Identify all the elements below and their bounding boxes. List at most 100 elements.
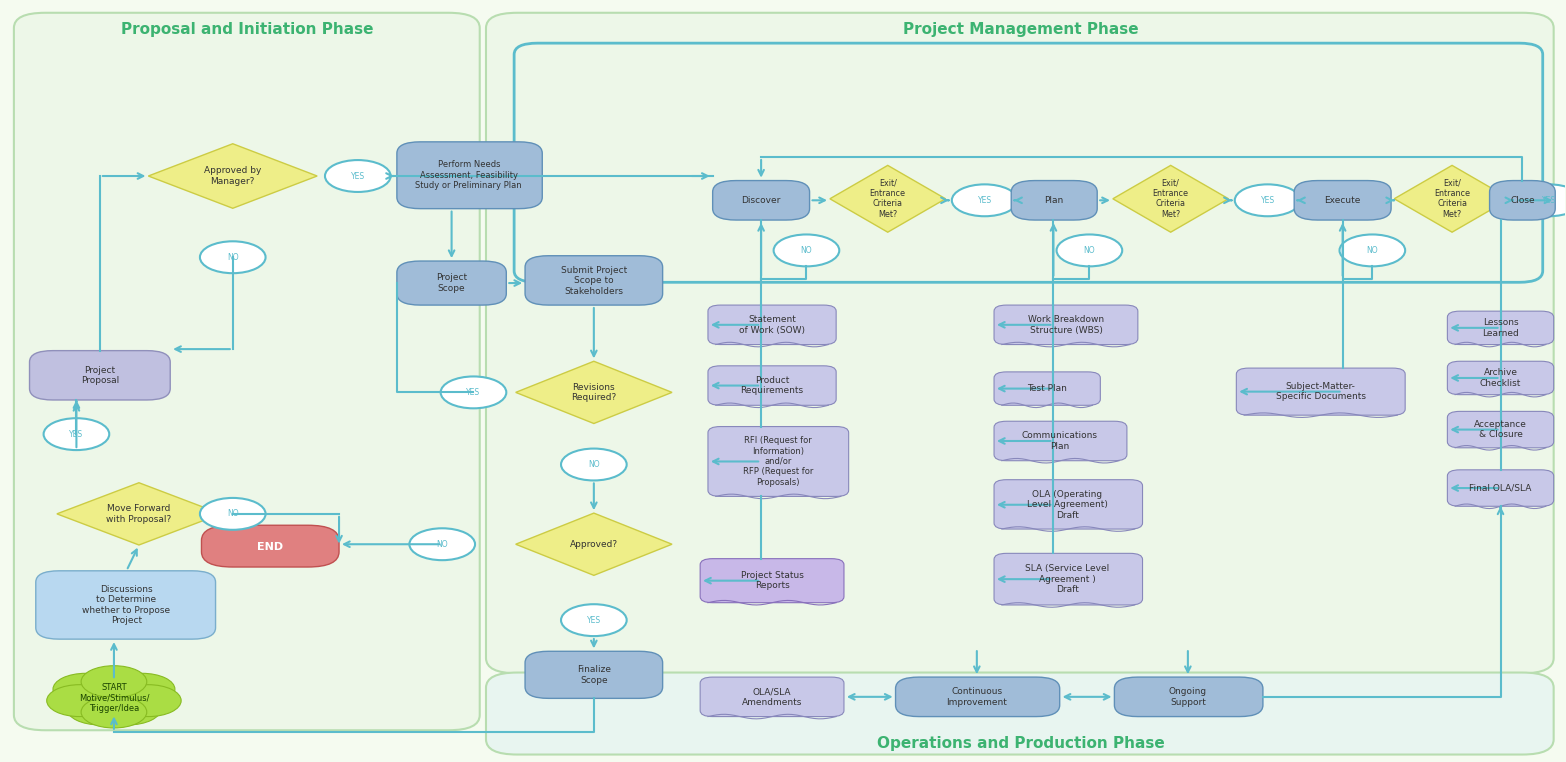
Text: Perform Needs
Assessment, Feasibility
Study or Preliminary Plan: Perform Needs Assessment, Feasibility St…: [415, 160, 521, 190]
FancyBboxPatch shape: [485, 673, 1553, 754]
FancyBboxPatch shape: [1294, 181, 1391, 220]
FancyBboxPatch shape: [708, 427, 849, 496]
FancyBboxPatch shape: [202, 525, 340, 567]
Text: YES: YES: [467, 388, 481, 397]
Circle shape: [326, 160, 390, 192]
Text: Statement
of Work (SOW): Statement of Work (SOW): [739, 315, 805, 335]
Text: Product
Requirements: Product Requirements: [741, 376, 803, 395]
Polygon shape: [149, 144, 318, 208]
Text: Final OLA/SLA: Final OLA/SLA: [1469, 484, 1532, 492]
FancyBboxPatch shape: [485, 13, 1553, 674]
Text: Move Forward
with Proposal?: Move Forward with Proposal?: [106, 504, 172, 523]
Text: Execute: Execute: [1325, 196, 1361, 205]
FancyBboxPatch shape: [700, 559, 844, 603]
Text: START
Motive/Stimulus/
Trigger/Idea: START Motive/Stimulus/ Trigger/Idea: [78, 684, 149, 713]
Text: Discussions
to Determine
whether to Propose
Project: Discussions to Determine whether to Prop…: [83, 585, 171, 625]
Text: Archive
Checklist: Archive Checklist: [1480, 368, 1521, 388]
Text: Plan: Plan: [1045, 196, 1063, 205]
Polygon shape: [1394, 165, 1510, 232]
FancyBboxPatch shape: [713, 181, 810, 220]
Text: YES: YES: [351, 171, 365, 181]
FancyBboxPatch shape: [396, 261, 506, 305]
Circle shape: [44, 418, 110, 450]
Circle shape: [1339, 235, 1405, 267]
FancyBboxPatch shape: [896, 677, 1060, 716]
FancyBboxPatch shape: [396, 142, 542, 209]
Circle shape: [561, 449, 626, 481]
Circle shape: [1516, 184, 1566, 216]
Text: Continuous
Improvement: Continuous Improvement: [946, 687, 1007, 706]
Text: YES: YES: [69, 430, 83, 439]
FancyBboxPatch shape: [30, 351, 171, 400]
Text: Acceptance
& Closure: Acceptance & Closure: [1474, 420, 1527, 439]
Text: END: END: [257, 542, 283, 552]
Circle shape: [1057, 235, 1123, 267]
Text: OLA/SLA
Amendments: OLA/SLA Amendments: [742, 687, 802, 706]
FancyBboxPatch shape: [1447, 361, 1553, 395]
Circle shape: [952, 184, 1018, 216]
Polygon shape: [56, 483, 221, 545]
FancyBboxPatch shape: [1489, 181, 1555, 220]
Circle shape: [96, 693, 161, 725]
Text: Exit/
Entrance
Criteria
Met?: Exit/ Entrance Criteria Met?: [1434, 178, 1470, 219]
FancyBboxPatch shape: [1447, 311, 1553, 344]
Circle shape: [81, 666, 147, 697]
Text: Project Status
Reports: Project Status Reports: [741, 571, 803, 591]
Text: Lessons
Learned: Lessons Learned: [1481, 319, 1519, 338]
Text: Close: Close: [1510, 196, 1535, 205]
FancyBboxPatch shape: [525, 256, 662, 305]
Polygon shape: [830, 165, 946, 232]
Text: Operations and Production Phase: Operations and Production Phase: [877, 736, 1165, 751]
Circle shape: [67, 693, 133, 725]
Circle shape: [47, 685, 113, 716]
FancyBboxPatch shape: [994, 480, 1143, 529]
FancyBboxPatch shape: [1012, 181, 1098, 220]
Text: Proposal and Initiation Phase: Proposal and Initiation Phase: [121, 22, 373, 37]
FancyBboxPatch shape: [708, 366, 836, 405]
Text: Communications
Plan: Communications Plan: [1021, 431, 1098, 450]
Text: YES: YES: [587, 616, 601, 625]
Text: Exit/
Entrance
Criteria
Met?: Exit/ Entrance Criteria Met?: [1153, 178, 1189, 219]
Text: NO: NO: [800, 246, 813, 255]
Text: Work Breakdown
Structure (WBS): Work Breakdown Structure (WBS): [1027, 315, 1104, 335]
FancyBboxPatch shape: [994, 421, 1128, 461]
Text: Test Plan: Test Plan: [1027, 384, 1066, 393]
Text: Finalize
Scope: Finalize Scope: [576, 665, 611, 684]
Text: Exit/
Entrance
Criteria
Met?: Exit/ Entrance Criteria Met?: [869, 178, 905, 219]
Text: RFI (Request for
Information)
and/or
RFP (Request for
Proposals): RFI (Request for Information) and/or RFP…: [744, 436, 813, 487]
Text: NO: NO: [227, 253, 238, 261]
FancyBboxPatch shape: [1447, 470, 1553, 506]
FancyBboxPatch shape: [525, 652, 662, 698]
Circle shape: [409, 528, 474, 560]
Text: NO: NO: [589, 460, 600, 469]
FancyBboxPatch shape: [994, 372, 1101, 405]
Text: SLA (Service Level
Agreement )
Draft: SLA (Service Level Agreement ) Draft: [1026, 564, 1110, 594]
FancyBboxPatch shape: [708, 305, 836, 344]
Text: Project
Scope: Project Scope: [435, 274, 467, 293]
Text: YES: YES: [1261, 196, 1275, 205]
Text: Project Management Phase: Project Management Phase: [902, 22, 1138, 37]
Circle shape: [110, 674, 175, 705]
Polygon shape: [515, 361, 672, 424]
Text: Project
Proposal: Project Proposal: [81, 366, 119, 386]
Text: Approved by
Manager?: Approved by Manager?: [204, 166, 262, 186]
FancyBboxPatch shape: [700, 677, 844, 716]
FancyBboxPatch shape: [994, 305, 1138, 344]
FancyBboxPatch shape: [1115, 677, 1262, 716]
FancyBboxPatch shape: [1236, 368, 1405, 415]
Circle shape: [1234, 184, 1300, 216]
Circle shape: [53, 674, 119, 705]
Text: Revisions
Required?: Revisions Required?: [572, 383, 617, 402]
Text: YES: YES: [977, 196, 991, 205]
Text: Discover: Discover: [741, 196, 781, 205]
Text: NO: NO: [1084, 246, 1095, 255]
FancyBboxPatch shape: [1447, 411, 1553, 448]
Circle shape: [200, 498, 266, 530]
Circle shape: [200, 242, 266, 274]
Text: NO: NO: [227, 509, 238, 518]
FancyBboxPatch shape: [994, 553, 1143, 605]
Circle shape: [774, 235, 839, 267]
FancyBboxPatch shape: [36, 571, 216, 639]
Circle shape: [116, 685, 182, 716]
Text: Approved?: Approved?: [570, 539, 619, 549]
